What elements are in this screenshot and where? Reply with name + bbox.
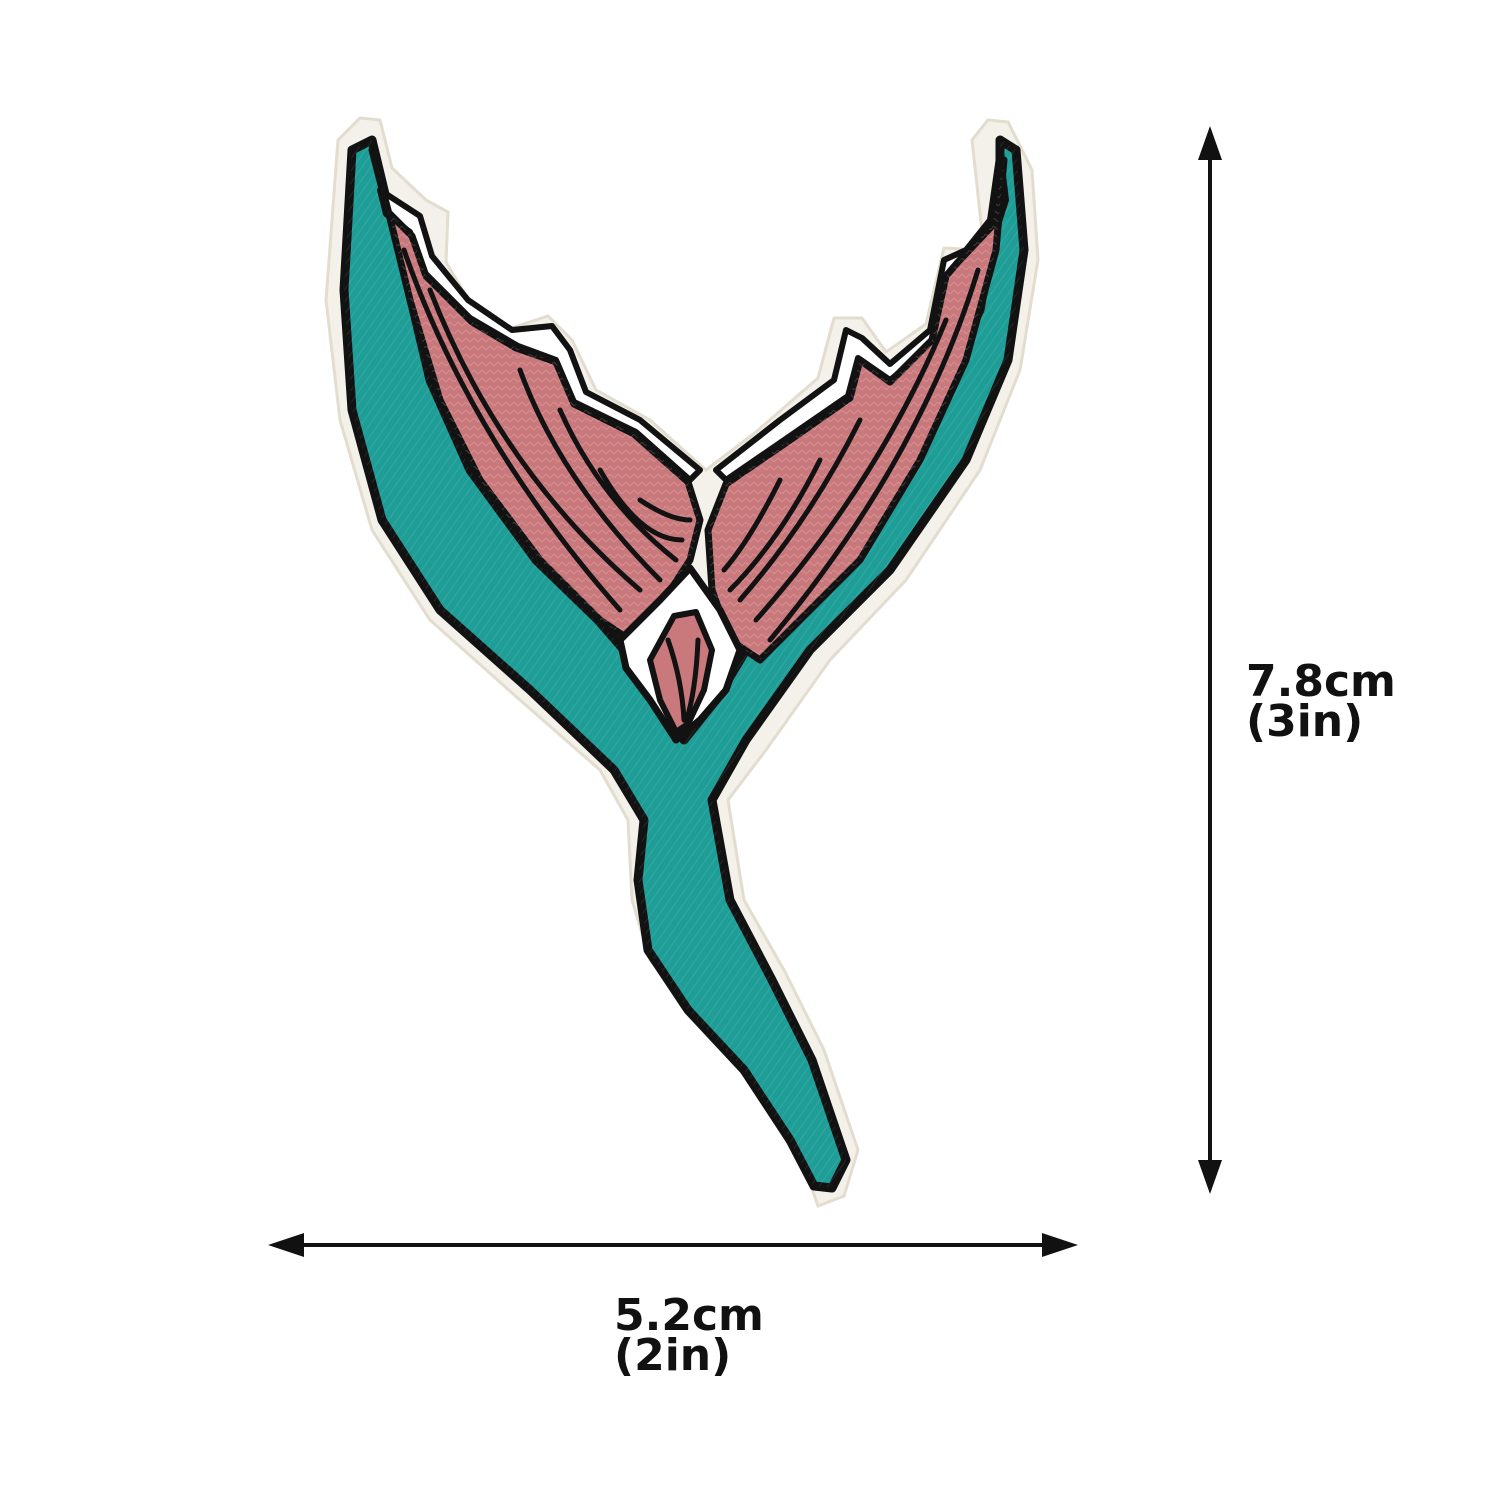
height-imperial: (3in)	[1246, 696, 1364, 747]
arrow-right-icon	[1042, 1233, 1078, 1257]
width-metric: 5.2cm	[614, 1290, 764, 1341]
left-fin-texture	[372, 150, 700, 640]
width-label: 5.2cm (2in)	[614, 1290, 764, 1381]
width-dimension-line	[268, 1233, 1078, 1257]
right-fin-texture	[708, 160, 1004, 660]
teal-body-texture	[344, 140, 1024, 1188]
mermaid-tail-patch	[324, 116, 1040, 1208]
arrow-left-icon	[268, 1233, 304, 1257]
height-label: 7.8cm (3in)	[1246, 656, 1396, 747]
arrow-up-icon	[1198, 126, 1222, 160]
height-metric: 7.8cm	[1246, 656, 1396, 707]
fin-rays	[401, 247, 981, 725]
arrow-down-icon	[1198, 1160, 1222, 1194]
width-imperial: (2in)	[614, 1330, 732, 1381]
height-dimension-line	[1198, 126, 1222, 1194]
